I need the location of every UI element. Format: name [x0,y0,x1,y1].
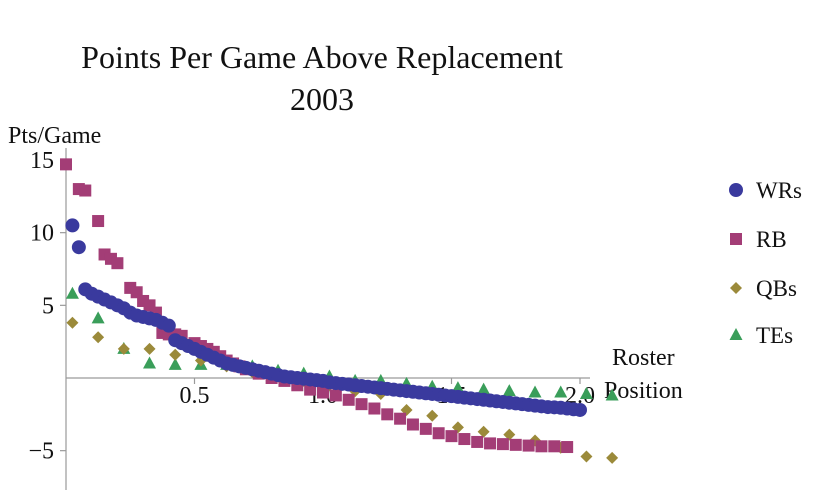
point-tes [579,386,593,399]
point-rb [60,158,72,171]
point-rb [317,386,329,399]
point-rb [432,427,445,440]
point-rb [79,184,92,197]
point-rb [496,438,509,451]
point-qbs [580,450,593,463]
point-tes [477,382,491,395]
legend-marker-rb [730,233,742,245]
point-qbs [66,316,79,329]
point-rb [471,435,484,448]
y-tick-label: 10 [30,221,54,247]
point-rb [419,422,432,435]
point-rb [561,441,574,454]
point-qbs [503,428,516,441]
point-tes [143,356,157,369]
legend-marker-tes [729,328,743,340]
point-tes [502,384,516,397]
point-rb [381,408,394,421]
point-tes [91,311,105,324]
point-wrs [161,318,176,333]
point-rb [458,433,471,446]
point-wrs [71,240,86,255]
point-rb [355,398,368,411]
legend-label-wrs: WRs [756,178,802,203]
legend-label-tes: TEs [756,323,793,348]
point-rb [484,437,497,450]
legend-marker-wrs [729,183,743,197]
point-rb [92,215,105,228]
point-qbs [143,342,156,355]
point-rb [548,440,561,453]
point-rb [304,383,317,396]
y-tick-label: 5 [42,293,54,319]
chart-title-line-1: Points Per Game Above Replacement [81,39,563,75]
point-rb [406,418,419,431]
legend-label-qbs: QBs [756,276,797,301]
point-qbs [426,409,439,422]
point-qbs [92,331,105,344]
point-rb [509,438,522,451]
point-wrs [65,218,80,233]
point-rb [368,402,381,415]
point-tes [605,388,619,401]
point-tes [528,385,542,398]
point-rb [445,430,458,443]
point-qbs [477,425,490,438]
y-axis-label: Pts/Game [8,123,101,149]
y-tick-label: 15 [30,148,54,174]
chart-title-line-2: 2003 [290,81,354,117]
point-rb [111,257,124,270]
legend-marker-qbs [730,282,742,294]
point-rb [535,440,548,453]
point-tes [168,357,182,370]
x-axis-label-line-1: Roster [612,345,675,371]
y-tick-label: −5 [28,439,54,465]
point-qbs [169,348,182,361]
point-rb [394,412,407,425]
point-qbs [117,342,130,355]
point-tes [65,286,79,299]
x-tick-label: 0.5 [180,383,210,409]
point-rb [522,439,535,452]
point-wrs [573,402,587,417]
point-qbs [606,451,619,464]
legend-label-rb: RB [756,227,787,252]
point-rb [329,389,342,402]
point-rb [342,393,355,406]
point-tes [554,385,568,398]
